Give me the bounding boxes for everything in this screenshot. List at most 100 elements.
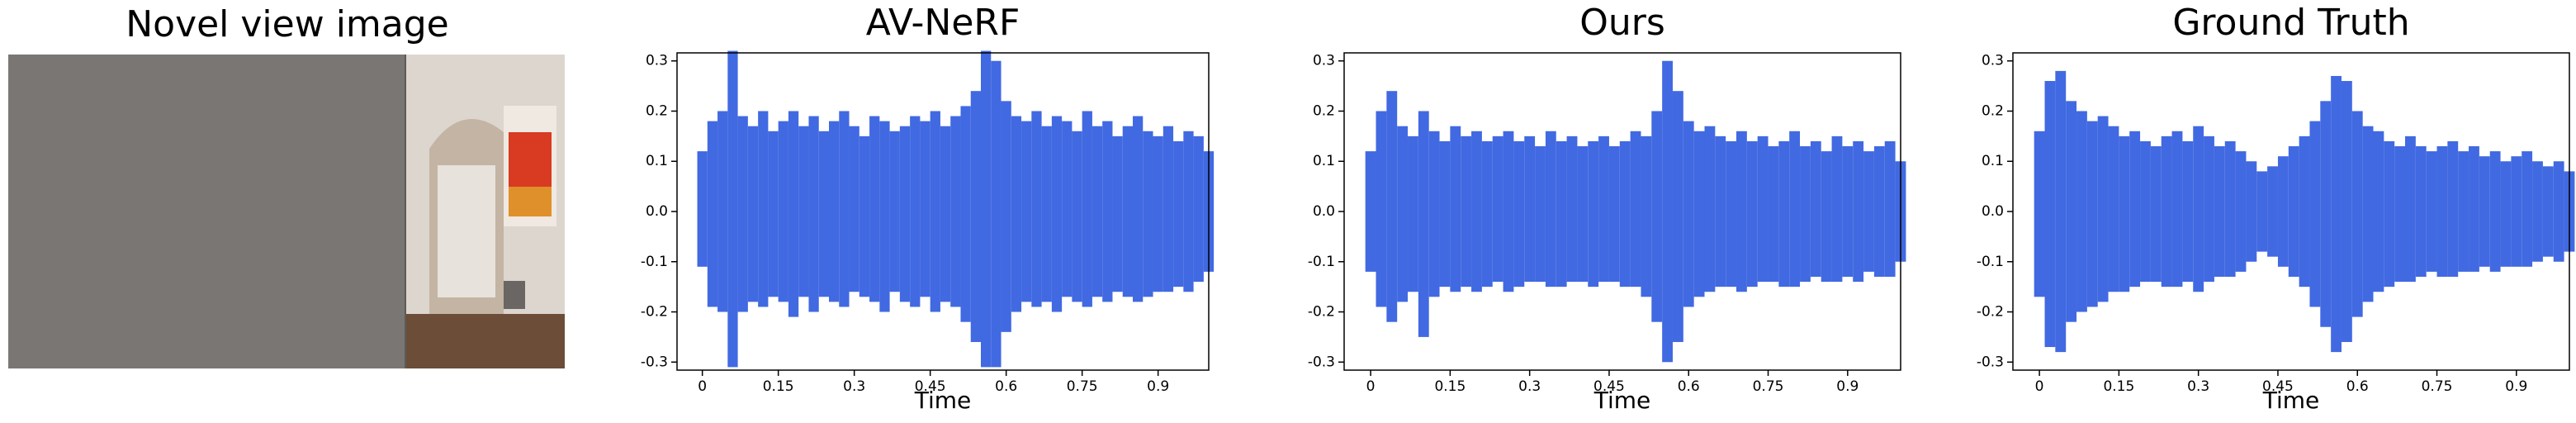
waveform-envelope	[788, 111, 799, 317]
waveform-envelope	[2224, 140, 2236, 277]
waveform-envelope	[2150, 146, 2162, 283]
waveform-envelope	[981, 50, 992, 368]
waveform-envelope	[697, 151, 708, 267]
waveform-envelope	[1672, 91, 1683, 342]
y-tick-label: 0.0	[1313, 203, 1335, 220]
waveform-envelope	[1492, 135, 1503, 283]
waveform-envelope	[1746, 140, 1758, 288]
waveform-envelope	[1112, 135, 1123, 292]
waveform-envelope	[2373, 131, 2384, 292]
chart-title: AV-NeRF	[866, 2, 1020, 44]
waveform-envelope	[1397, 126, 1409, 302]
waveform-envelope	[2458, 151, 2469, 272]
waveform-envelope	[1439, 140, 1451, 288]
waveform-envelope	[727, 50, 738, 368]
waveform-envelope	[899, 126, 911, 302]
x-tick-label: 0.75	[1753, 378, 1784, 395]
waveform-envelope	[1102, 121, 1113, 302]
waveform-envelope	[818, 131, 829, 297]
waveform-envelope	[1757, 135, 1769, 283]
waveform-envelope	[1122, 126, 1133, 297]
chart-title: Ours	[1579, 2, 1665, 44]
x-tick-label: 0.15	[1434, 378, 1466, 395]
waveform-envelope	[950, 116, 961, 307]
waveform-envelope	[1608, 146, 1620, 283]
waveform-envelope	[2553, 161, 2564, 262]
waveform-envelope	[2415, 146, 2427, 277]
waveform-envelope	[1021, 121, 1032, 302]
waveform-envelope	[2204, 135, 2214, 283]
vent	[504, 281, 525, 309]
waveform-envelope	[2479, 156, 2490, 267]
waveform-envelope	[910, 116, 921, 307]
waveform-envelope	[1715, 135, 1726, 288]
waveform-envelope	[1062, 121, 1073, 297]
waveform-envelope	[1778, 140, 1790, 288]
waveform-envelope	[2469, 146, 2479, 272]
waveform-envelope	[1173, 140, 1184, 288]
x-tick-label: 0.15	[2103, 378, 2134, 395]
x-tick-label: 0.45	[915, 378, 946, 395]
x-tick-label: 0.15	[763, 378, 794, 395]
waveform-envelope	[889, 131, 900, 292]
waveform-envelope	[778, 121, 788, 302]
waveform-envelope	[2246, 161, 2257, 262]
x-tick-label: 0	[1366, 378, 1376, 395]
y-tick-label: -0.1	[1977, 254, 2004, 270]
waveform-envelope	[2522, 151, 2533, 267]
waveform-envelope	[2341, 81, 2352, 342]
waveform-envelope	[1873, 146, 1885, 277]
x-tick-label: 0.75	[1067, 378, 1098, 395]
edge	[405, 55, 406, 368]
waveform-envelope	[1630, 131, 1641, 288]
x-tick-label: 0	[698, 378, 707, 395]
waveform-envelope	[2214, 146, 2225, 277]
waveform-envelope	[1863, 151, 1874, 272]
waveform-envelope	[2447, 140, 2459, 277]
y-tick-label: 0.3	[1982, 53, 2004, 69]
waveform-envelope	[879, 121, 890, 312]
waveform-envelope	[970, 91, 981, 342]
waveform-envelope	[829, 121, 840, 302]
waveform-envelope	[2055, 70, 2067, 353]
waveform-envelope	[2405, 135, 2416, 283]
floor	[405, 314, 565, 368]
waveform-envelope	[1535, 146, 1546, 283]
waveform-envelope	[2140, 140, 2151, 283]
waveform-envelope	[1577, 146, 1589, 283]
waveform-envelope	[1041, 126, 1052, 302]
waveform-envelope	[1450, 126, 1461, 292]
waveform-envelope	[849, 126, 859, 292]
waveform-envelope	[798, 126, 809, 297]
waveform-envelope	[1789, 131, 1801, 288]
waveform-envelope	[1193, 135, 1204, 283]
waveform-envelope	[1651, 111, 1663, 322]
waveform-envelope	[1481, 140, 1493, 288]
waveform-envelope	[2256, 171, 2268, 252]
x-tick-label: 0.3	[843, 378, 865, 395]
x-axis-label: Time	[2262, 387, 2320, 414]
inner-room	[438, 165, 495, 297]
y-tick-label: -0.2	[1977, 304, 2004, 321]
waveform-envelope	[707, 121, 718, 307]
waveform-envelope	[1143, 131, 1153, 297]
waveform-envelope	[2489, 151, 2501, 272]
waveform-envelope	[1011, 116, 1022, 312]
novel-view-image	[8, 55, 565, 368]
waveform-envelope	[1566, 135, 1578, 283]
waveform-envelope	[1736, 131, 1747, 292]
waveform-envelope	[2299, 135, 2310, 288]
waveform-envelope	[1183, 131, 1194, 292]
waveform-envelope	[2086, 121, 2098, 307]
waveform-envelope	[1662, 60, 1673, 363]
waveform-envelope	[2034, 131, 2045, 297]
y-tick-label: -0.3	[641, 354, 668, 370]
waveform-envelope	[1386, 91, 1398, 322]
waveform-envelope	[869, 116, 880, 302]
x-tick-label: 0.6	[1678, 378, 1700, 395]
x-tick-label: 0.3	[1518, 378, 1541, 395]
waveform-envelope	[2066, 101, 2077, 322]
x-tick-label: 0.9	[2505, 378, 2527, 395]
waveform-envelope	[1072, 131, 1082, 302]
waveform-envelope	[1153, 135, 1163, 292]
